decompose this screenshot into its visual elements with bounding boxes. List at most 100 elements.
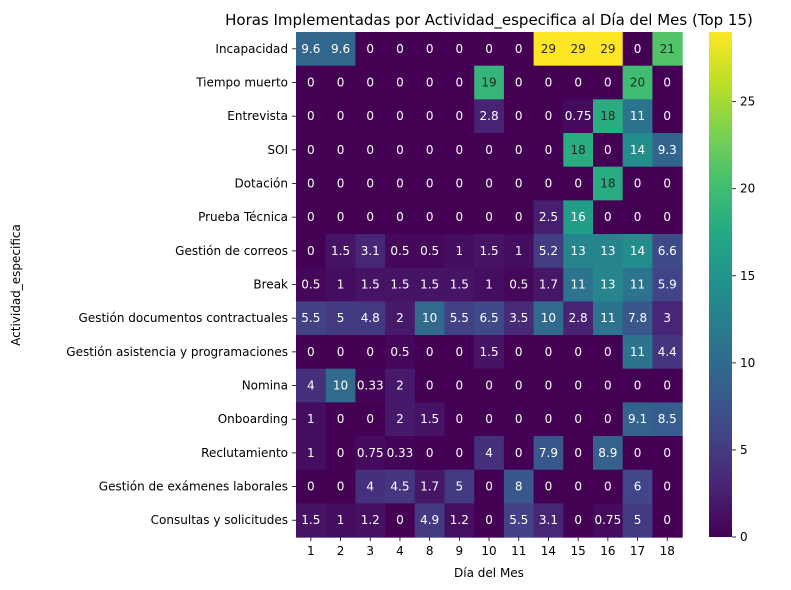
heatmap-cell <box>444 402 475 437</box>
heatmap-cell <box>444 32 475 67</box>
heatmap-cell <box>385 503 416 538</box>
heatmap-cell <box>355 301 386 336</box>
heatmap-cell <box>474 436 505 471</box>
heatmap-cell <box>444 503 475 538</box>
heatmap-cell <box>533 133 564 168</box>
cell-value-label: 0.5 <box>390 345 409 359</box>
cell-value-label: 0 <box>426 379 434 393</box>
heatmap-cell <box>474 503 505 538</box>
cell-value-label: 0 <box>366 42 374 56</box>
heatmap-cell <box>563 32 594 67</box>
heatmap-cell <box>474 234 505 269</box>
heatmap-cell <box>444 301 475 336</box>
cell-value-label: 0 <box>545 480 553 494</box>
y-tick-label: Incapacidad <box>215 42 288 56</box>
heatmap-cell <box>593 32 624 67</box>
cell-value-label: 0.33 <box>357 379 384 393</box>
colorbar-ticks: 0 5 10 15 20 25 <box>732 95 755 544</box>
cell-value-label: 0 <box>515 446 523 460</box>
heatmap-cell <box>652 166 683 201</box>
cell-value-label: 0 <box>574 76 582 90</box>
heatmap-cell <box>444 133 475 168</box>
y-tick-label: Dotación <box>234 177 288 191</box>
cell-value-label: 0 <box>574 480 582 494</box>
cell-value-label: 3.1 <box>539 513 558 527</box>
heatmap-cell <box>503 166 535 201</box>
heatmap-cell <box>444 200 475 235</box>
cell-value-label: 0 <box>663 177 671 191</box>
cell-value-label: 0 <box>574 412 582 426</box>
heatmap-cell <box>385 436 416 471</box>
cell-value-label: 5.5 <box>509 513 528 527</box>
x-tick-label: 4 <box>396 544 404 558</box>
heatmap-cells: 9.6 9.6 0 0 0 0 0 0 29 29 29 0 210 0 0 0 0 0 19 0 0 0 0 20 00 0 0 0… <box>296 32 683 538</box>
cell-value-label: 0 <box>456 177 464 191</box>
cell-value-label: 0 <box>634 177 642 191</box>
heatmap-cell <box>325 65 356 100</box>
heatmap-cell <box>444 335 475 370</box>
heatmap-cell <box>593 402 624 437</box>
heatmap-cell <box>474 32 505 67</box>
heatmap-cell <box>355 200 386 235</box>
cell-value-label: 0 <box>485 177 493 191</box>
cell-value-label: 0 <box>663 513 671 527</box>
heatmap-cell <box>533 65 564 100</box>
heatmap-cell <box>296 133 327 168</box>
heatmap-cell <box>503 368 535 403</box>
heatmap-cell <box>385 200 416 235</box>
cell-value-label: 1.7 <box>539 278 558 292</box>
heatmap-cell <box>296 469 327 504</box>
heatmap-cell <box>503 503 535 538</box>
y-tick-label: Gestión documentos contractuales <box>79 311 288 325</box>
cell-value-label: 0 <box>574 345 582 359</box>
cell-value-label: 4.8 <box>361 311 380 325</box>
x-tick-label: 1 <box>307 544 315 558</box>
heatmap-cell <box>355 32 386 67</box>
heatmap-cell <box>533 99 564 134</box>
heatmap-cell <box>652 301 683 336</box>
cell-value-label: 2 <box>396 412 404 426</box>
heatmap-cell <box>355 436 386 471</box>
heatmap-cell <box>593 436 624 471</box>
x-tick-label: 18 <box>660 544 675 558</box>
cell-value-label: 29 <box>600 42 615 56</box>
cell-value-label: 0 <box>634 379 642 393</box>
heatmap-cell <box>325 234 356 269</box>
heatmap-cell <box>533 234 564 269</box>
cell-value-label: 0 <box>515 345 523 359</box>
cell-value-label: 1 <box>485 278 493 292</box>
cell-value-label: 0 <box>337 143 345 157</box>
x-tick-label: 8 <box>426 544 434 558</box>
heatmap-cell <box>503 200 535 235</box>
heatmap-cell <box>593 503 624 538</box>
heatmap-cell <box>414 368 446 403</box>
heatmap-cell <box>622 200 653 235</box>
cell-value-label: 0 <box>485 143 493 157</box>
heatmap-cell <box>414 503 446 538</box>
cell-value-label: 0 <box>366 412 374 426</box>
cell-value-label: 0 <box>307 76 315 90</box>
colorbar-tick-label: 20 <box>740 182 755 196</box>
y-tick-labels: Incapacidad Tiempo muerto Entrevista SOI Dot… <box>66 42 296 527</box>
heatmap-cell <box>355 65 386 100</box>
heatmap-cell <box>563 436 594 471</box>
cell-value-label: 8.9 <box>598 446 617 460</box>
heatmap-cell <box>593 301 624 336</box>
cell-value-label: 0 <box>485 42 493 56</box>
cell-value-label: 0 <box>485 513 493 527</box>
cell-value-label: 4 <box>366 480 374 494</box>
heatmap-cell <box>533 32 564 67</box>
heatmap-cell <box>474 166 505 201</box>
heatmap-cell <box>444 234 475 269</box>
cell-value-label: 0 <box>366 345 374 359</box>
heatmap-cell <box>355 133 386 168</box>
cell-value-label: 0 <box>396 210 404 224</box>
heatmap-cell <box>325 469 356 504</box>
cell-value-label: 0 <box>663 76 671 90</box>
heatmap-cell <box>533 436 564 471</box>
cell-value-label: 0 <box>634 210 642 224</box>
y-axis-label: Actividad_especifica <box>9 224 23 346</box>
heatmap-cell <box>622 32 653 67</box>
cell-value-label: 0.33 <box>387 446 414 460</box>
cell-value-label: 0 <box>604 412 612 426</box>
